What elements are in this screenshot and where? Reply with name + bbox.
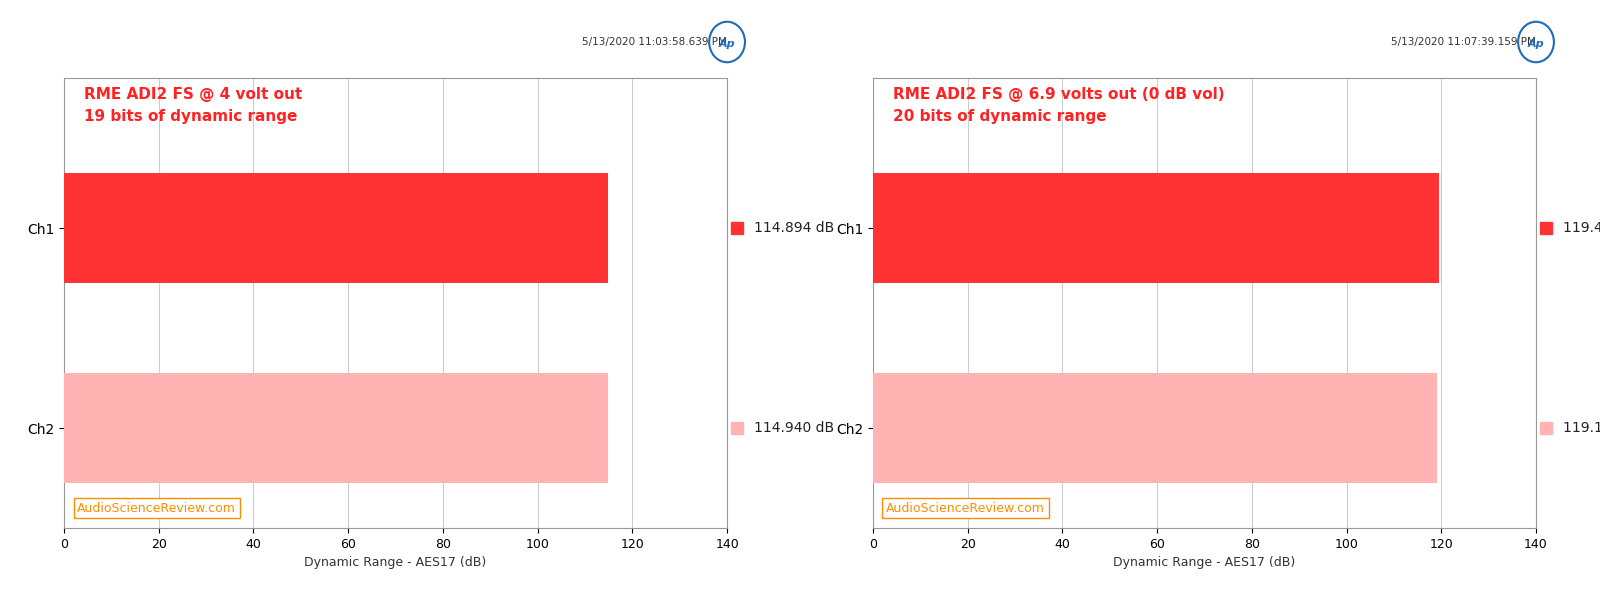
Text: 5/13/2020 11:07:39.159 PM: 5/13/2020 11:07:39.159 PM xyxy=(1390,37,1536,46)
Bar xyxy=(64,173,608,283)
Text: 5/13/2020 11:03:58.639 PM: 5/13/2020 11:03:58.639 PM xyxy=(582,37,726,46)
Text: 114.940 dB: 114.940 dB xyxy=(754,421,834,435)
Text: RME ADI2 FS @ 6.9 volts out (0 dB vol)
20 bits of dynamic range: RME ADI2 FS @ 6.9 volts out (0 dB vol) 2… xyxy=(893,87,1224,124)
Bar xyxy=(874,173,1438,283)
Text: 119.106 dB: 119.106 dB xyxy=(1563,421,1600,435)
Text: AudioScienceReview.com: AudioScienceReview.com xyxy=(77,502,237,514)
Text: AudioScienceReview.com: AudioScienceReview.com xyxy=(886,502,1045,514)
Text: 114.894 dB: 114.894 dB xyxy=(754,221,834,235)
Bar xyxy=(64,373,608,483)
X-axis label: Dynamic Range - AES17 (dB): Dynamic Range - AES17 (dB) xyxy=(304,556,486,569)
X-axis label: Dynamic Range - AES17 (dB): Dynamic Range - AES17 (dB) xyxy=(1114,556,1296,569)
Text: 119.484 dB: 119.484 dB xyxy=(1563,221,1600,235)
Bar xyxy=(874,373,1437,483)
Text: RME ADI2 FS @ 4 volt out
19 bits of dynamic range: RME ADI2 FS @ 4 volt out 19 bits of dyna… xyxy=(83,87,302,124)
